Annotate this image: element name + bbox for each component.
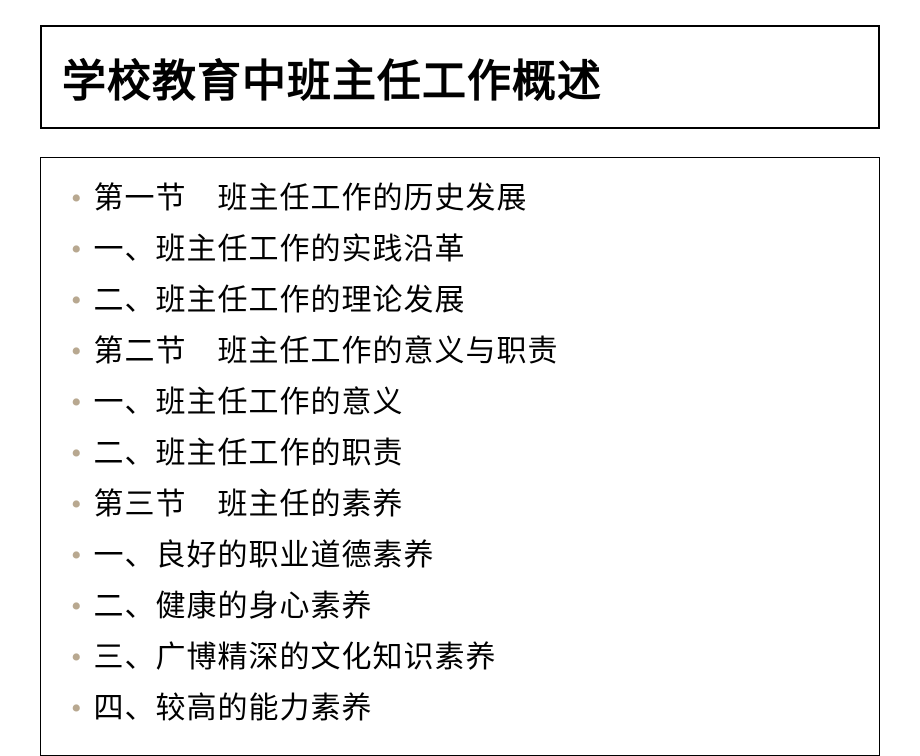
item-text: 一、良好的职业道德素养	[94, 533, 435, 578]
list-item: • 一、班主任工作的实践沿革	[71, 227, 859, 272]
list-item: • 三、广博精深的文化知识素养	[71, 635, 859, 680]
bullet-icon: •	[71, 227, 82, 272]
list-item: • 一、良好的职业道德素养	[71, 533, 859, 578]
bullet-icon: •	[71, 329, 82, 374]
bullet-icon: •	[71, 380, 82, 425]
bullet-icon: •	[71, 686, 82, 731]
bullet-icon: •	[71, 278, 82, 323]
list-item: • 四、较高的能力素养	[71, 686, 859, 731]
item-text: 二、健康的身心素养	[94, 584, 373, 629]
bullet-icon: •	[71, 176, 82, 221]
item-text: 第三节 班主任的素养	[94, 482, 404, 527]
item-text: 四、较高的能力素养	[94, 686, 373, 731]
item-text: 一、班主任工作的意义	[94, 380, 404, 425]
bullet-icon: •	[71, 635, 82, 680]
list-item: • 二、班主任工作的理论发展	[71, 278, 859, 323]
list-item: • 二、健康的身心素养	[71, 584, 859, 629]
item-text: 第二节 班主任工作的意义与职责	[94, 329, 559, 374]
bullet-icon: •	[71, 533, 82, 578]
list-item: • 第三节 班主任的素养	[71, 482, 859, 527]
page-title: 学校教育中班主任工作概述	[62, 45, 858, 109]
bullet-icon: •	[71, 584, 82, 629]
bullet-icon: •	[71, 482, 82, 527]
item-text: 二、班主任工作的理论发展	[94, 278, 466, 323]
content-container: • 第一节 班主任工作的历史发展 • 一、班主任工作的实践沿革 • 二、班主任工…	[40, 157, 880, 756]
item-text: 一、班主任工作的实践沿革	[94, 227, 466, 272]
list-item: • 第二节 班主任工作的意义与职责	[71, 329, 859, 374]
list-item: • 第一节 班主任工作的历史发展	[71, 176, 859, 221]
list-item: • 二、班主任工作的职责	[71, 431, 859, 476]
title-container: 学校教育中班主任工作概述	[40, 25, 880, 129]
item-text: 三、广博精深的文化知识素养	[94, 635, 497, 680]
item-text: 第一节 班主任工作的历史发展	[94, 176, 528, 221]
list-item: • 一、班主任工作的意义	[71, 380, 859, 425]
bullet-icon: •	[71, 431, 82, 476]
item-text: 二、班主任工作的职责	[94, 431, 404, 476]
